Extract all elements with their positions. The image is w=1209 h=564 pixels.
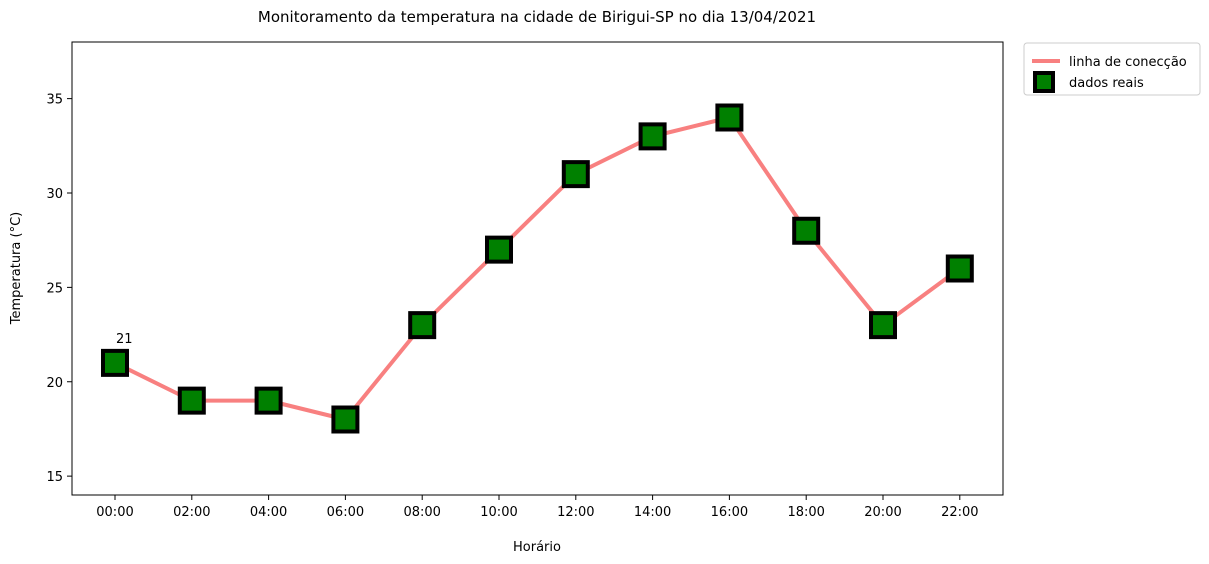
x-axis-label: Horário bbox=[513, 540, 561, 555]
x-tick-label: 02:00 bbox=[173, 505, 210, 520]
data-point-marker bbox=[177, 386, 206, 415]
data-point-marker bbox=[561, 160, 590, 189]
legend-frame bbox=[1023, 42, 1201, 96]
x-axis: 00:00 02:00 04:00 06:00 08:00 10:00 12:00 14:00… bbox=[96, 495, 979, 520]
y-tick-label: 20 bbox=[46, 376, 63, 391]
x-tick-label: 04:00 bbox=[250, 505, 287, 520]
data-point-marker bbox=[715, 103, 744, 132]
x-tick-label: 18:00 bbox=[787, 505, 824, 520]
x-tick-label: 06:00 bbox=[327, 505, 364, 520]
data-point-marker bbox=[408, 311, 437, 340]
y-tick-label: 30 bbox=[46, 187, 63, 202]
data-point-marker bbox=[101, 348, 129, 377]
data-point-marker bbox=[638, 122, 667, 151]
x-tick-label: 00:00 bbox=[96, 505, 133, 520]
legend-marker-swatch bbox=[1033, 71, 1055, 93]
y-axis-label: Temperatura (°C) bbox=[9, 212, 24, 325]
plot-area-frame bbox=[71, 41, 1004, 496]
y-tick-label: 15 bbox=[46, 470, 63, 485]
data-point-marker bbox=[254, 386, 283, 415]
x-tick-label: 16:00 bbox=[711, 505, 748, 520]
x-tick-label: 20:00 bbox=[864, 505, 901, 520]
y-tick-label: 35 bbox=[46, 93, 63, 108]
x-tick-label: 14:00 bbox=[634, 505, 671, 520]
x-tick-label: 10:00 bbox=[480, 505, 517, 520]
legend-line-label: linha de conecção bbox=[1069, 55, 1187, 70]
y-axis: 15 20 25 30 35 bbox=[46, 93, 72, 485]
data-point-marker bbox=[869, 311, 897, 340]
data-point-marker bbox=[792, 216, 821, 245]
x-tick-label: 08:00 bbox=[403, 505, 440, 520]
annotations: 21 bbox=[116, 332, 133, 347]
data-annotation: 21 bbox=[116, 332, 133, 347]
data-markers bbox=[101, 103, 974, 434]
series-line bbox=[113, 115, 962, 422]
legend-marker-label: dados reais bbox=[1069, 76, 1144, 91]
data-point-marker bbox=[485, 235, 513, 264]
x-tick-label: 22:00 bbox=[941, 505, 978, 520]
chart-title: Monitoramento da temperatura na cidade d… bbox=[258, 8, 816, 26]
data-point-marker bbox=[331, 405, 360, 434]
x-tick-label: 12:00 bbox=[557, 505, 594, 520]
legend: linha de conecção dados reais bbox=[1023, 42, 1201, 96]
data-point-marker bbox=[945, 254, 974, 283]
y-tick-label: 25 bbox=[46, 281, 63, 296]
